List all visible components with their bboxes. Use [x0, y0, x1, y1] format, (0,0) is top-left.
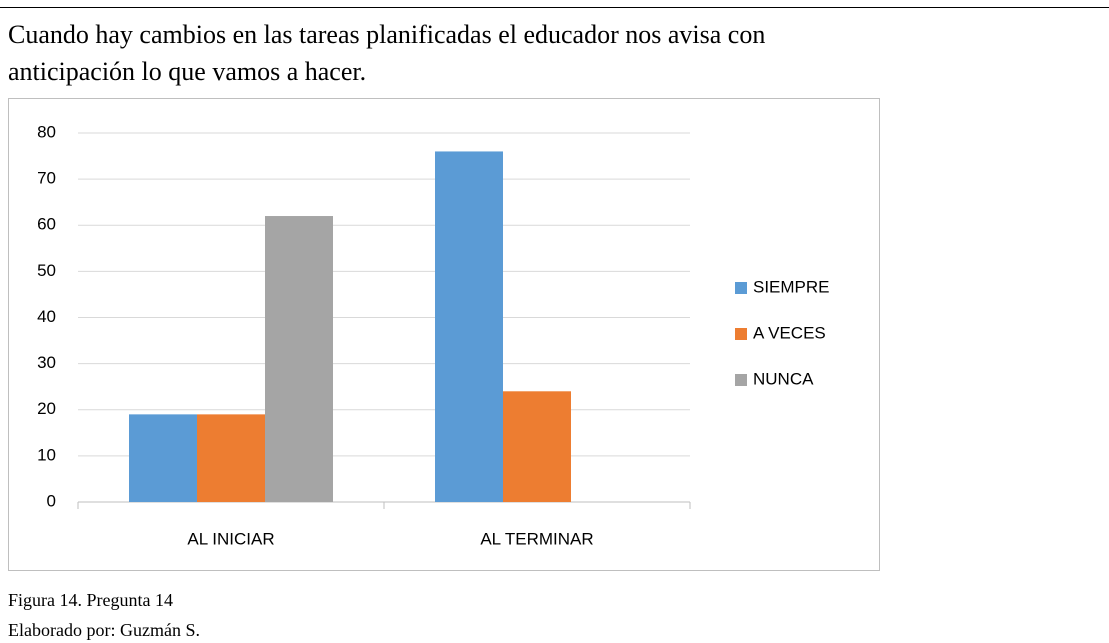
caption: Elaborado por: Guzmán S. [8, 620, 200, 640]
x-tick-label: AL INICIAR [187, 529, 274, 548]
x-tick-label: AL TERMINAR [480, 529, 593, 548]
legend-label: A VECES [753, 323, 826, 342]
bar [435, 151, 503, 502]
legend-label: NUNCA [753, 369, 814, 388]
y-tick-label: 0 [47, 491, 56, 510]
y-tick-label: 60 [37, 215, 56, 234]
rule [0, 7, 1109, 8]
y-tick-label: 30 [37, 353, 56, 372]
y-tick-label: 50 [37, 261, 56, 280]
heading: Cuando hay cambios en las tareas planifi… [8, 20, 766, 86]
y-tick-label: 70 [37, 169, 56, 188]
legend-label: SIEMPRE [753, 277, 830, 296]
y-tick-label: 40 [37, 307, 56, 326]
legend-swatch [735, 282, 747, 294]
y-tick-label: 20 [37, 399, 56, 418]
bar [265, 216, 333, 502]
legend-swatch [735, 374, 747, 386]
caption: Figura 14. Pregunta 14 [8, 590, 173, 610]
y-tick-label: 80 [37, 122, 56, 141]
legend-swatch [735, 328, 747, 340]
bar [197, 414, 265, 502]
bar [503, 391, 571, 502]
y-tick-label: 10 [37, 445, 56, 464]
bar [129, 414, 197, 502]
